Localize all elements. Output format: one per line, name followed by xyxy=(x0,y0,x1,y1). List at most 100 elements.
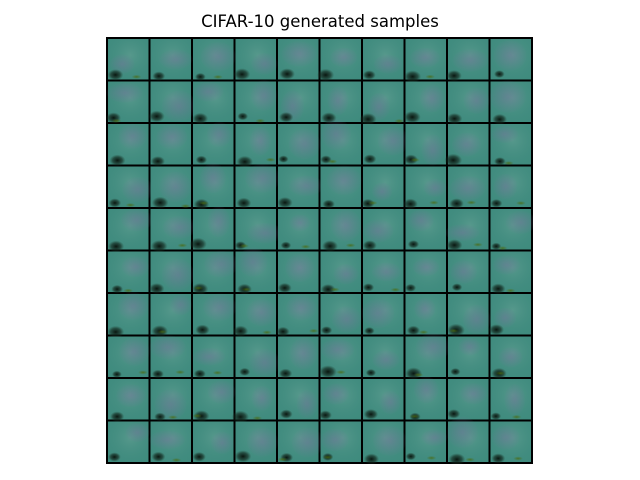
sample-tile xyxy=(403,81,446,124)
sample-tile xyxy=(232,294,277,337)
sample-tile xyxy=(320,81,361,124)
sample-tile xyxy=(278,379,319,420)
sample-tile xyxy=(277,251,319,294)
sample-tile xyxy=(106,81,149,124)
sample-tile xyxy=(363,124,409,165)
sample-tile xyxy=(235,247,276,295)
sample-tile xyxy=(488,294,531,336)
sample-tile xyxy=(149,335,191,379)
sample-tile xyxy=(405,333,451,380)
sample-tile xyxy=(405,294,446,336)
sample-tile xyxy=(191,250,239,295)
sample-tile xyxy=(490,421,531,464)
sample-tile xyxy=(235,124,276,168)
sample-tile xyxy=(362,39,404,80)
sample-image-grid xyxy=(106,37,533,464)
sample-tile xyxy=(359,81,405,126)
sample-tile xyxy=(490,166,531,208)
sample-tile xyxy=(320,251,361,295)
sample-tile xyxy=(108,421,150,462)
sample-tile xyxy=(447,294,491,337)
sample-tile xyxy=(277,421,324,463)
sample-tile xyxy=(490,39,531,80)
sample-tile xyxy=(490,251,531,295)
sample-tile xyxy=(278,209,319,250)
sample-tile xyxy=(150,379,191,422)
sample-tile xyxy=(362,209,404,251)
sample-tile xyxy=(189,205,234,251)
sample-tile xyxy=(108,336,150,378)
sample-tile xyxy=(448,166,489,209)
sample-tile xyxy=(320,294,362,335)
sample-grid-canvas xyxy=(106,39,533,464)
sample-tile xyxy=(490,209,533,251)
sample-tile xyxy=(490,336,531,380)
sample-tile xyxy=(446,81,490,125)
sample-tile xyxy=(192,421,234,462)
sample-tile xyxy=(193,122,234,165)
sample-tile xyxy=(448,336,489,377)
sample-tile xyxy=(405,376,446,421)
sample-tile xyxy=(363,421,407,464)
sample-tile xyxy=(405,421,448,462)
sample-tile xyxy=(404,39,446,83)
sample-tile xyxy=(362,251,404,292)
sample-tile xyxy=(318,379,361,420)
sample-tile xyxy=(150,166,192,209)
sample-tile xyxy=(108,251,150,294)
sample-tile xyxy=(320,209,362,252)
sample-tile xyxy=(446,39,489,82)
sample-tile xyxy=(107,39,149,81)
sample-tile xyxy=(192,379,236,422)
sample-tile xyxy=(444,124,489,167)
sample-tile xyxy=(403,166,447,210)
sample-tile xyxy=(108,123,149,167)
sample-tile xyxy=(490,124,531,166)
sample-tile xyxy=(231,379,276,424)
sample-tile xyxy=(405,209,446,250)
sample-tile xyxy=(445,209,489,251)
sample-tile xyxy=(149,251,195,295)
sample-tile xyxy=(490,379,531,420)
sample-tile xyxy=(235,336,280,377)
sample-tile xyxy=(404,124,446,166)
sample-tile xyxy=(234,421,279,463)
sample-tile xyxy=(363,336,404,377)
sample-tile xyxy=(108,379,149,422)
sample-tile xyxy=(278,81,319,123)
sample-tile xyxy=(108,166,154,208)
sample-tile xyxy=(150,294,192,338)
sample-tile xyxy=(192,81,234,125)
sample-tile xyxy=(150,209,197,253)
sample-tile xyxy=(320,421,361,462)
sample-tile xyxy=(234,209,283,250)
sample-tile xyxy=(363,379,404,420)
sample-tile xyxy=(150,39,193,81)
sample-tile xyxy=(233,39,278,81)
sample-tile xyxy=(446,416,489,464)
sample-tile xyxy=(149,421,191,463)
sample-tile xyxy=(193,39,236,81)
sample-tile xyxy=(193,293,237,336)
sample-tile xyxy=(193,162,234,211)
sample-tile xyxy=(361,166,404,209)
sample-tile xyxy=(320,118,361,165)
sample-tile xyxy=(278,124,321,165)
sample-tile xyxy=(317,39,361,82)
sample-tile xyxy=(277,166,324,209)
sample-tile xyxy=(235,80,278,123)
sample-tile xyxy=(278,39,319,80)
sample-tile xyxy=(361,294,404,335)
sample-tile xyxy=(319,336,361,379)
sample-tile xyxy=(107,292,149,339)
sample-tile xyxy=(150,124,191,167)
figure-title: CIFAR-10 generated samples xyxy=(201,12,439,31)
sample-tile xyxy=(448,251,489,292)
sample-tile xyxy=(320,165,362,209)
sample-tile xyxy=(276,294,319,337)
sample-tile xyxy=(148,81,197,123)
sample-tile xyxy=(192,336,234,379)
sample-tile xyxy=(489,80,531,125)
sample-tile xyxy=(447,379,489,420)
sample-tile xyxy=(107,208,153,253)
